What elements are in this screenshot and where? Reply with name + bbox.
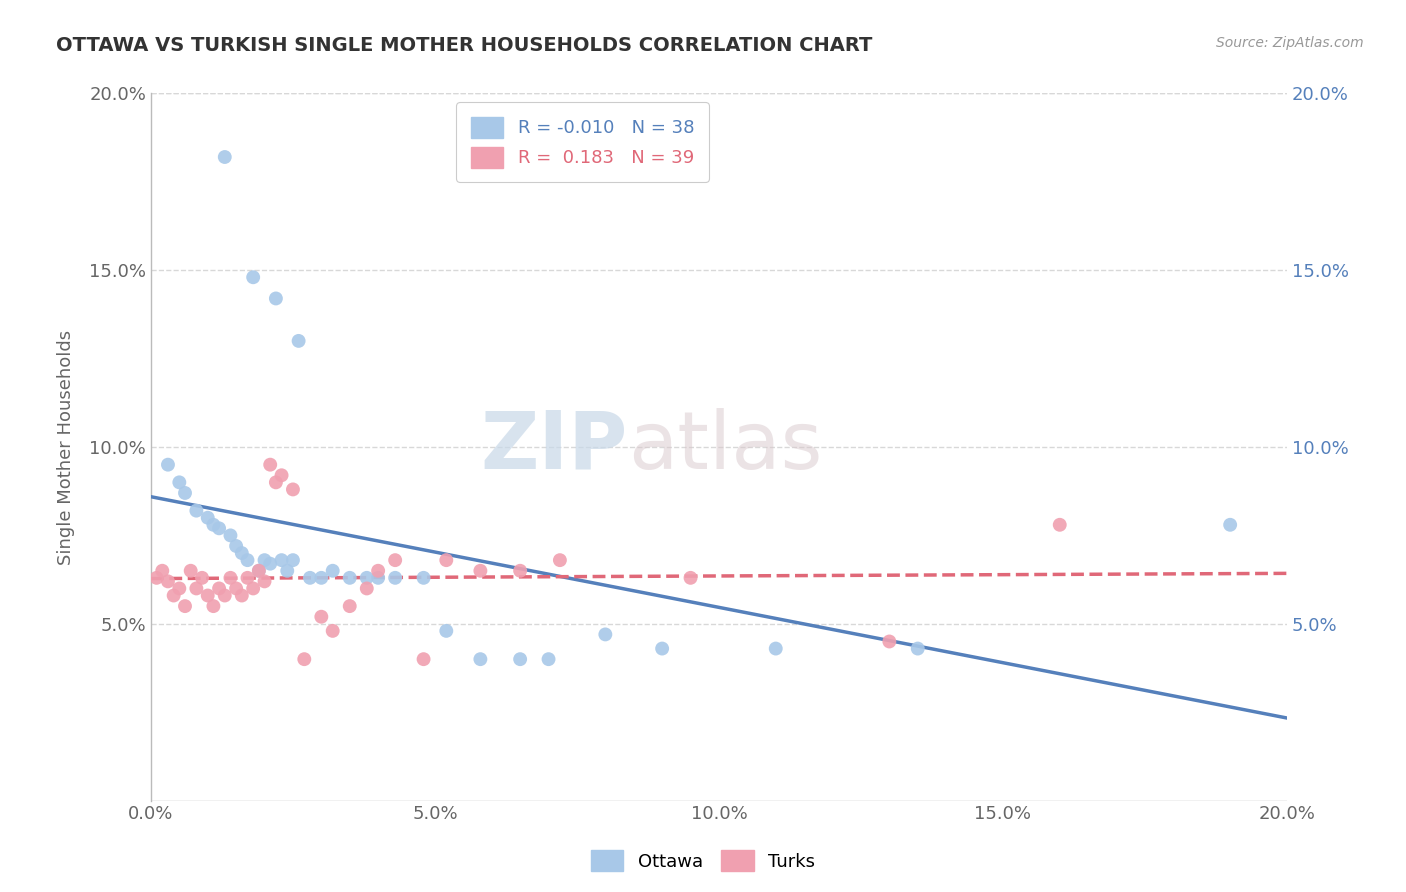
Point: [679, 571, 702, 585]
Point: [150, 564, 173, 578]
Point: [548, 553, 571, 567]
Point: [1219, 517, 1241, 532]
Point: [253, 553, 276, 567]
Point: [1049, 517, 1071, 532]
Point: [163, 589, 186, 603]
Point: [186, 503, 208, 517]
Point: [879, 634, 901, 648]
Point: [339, 571, 361, 585]
Point: [356, 582, 378, 596]
Point: [231, 546, 253, 560]
Point: [651, 641, 673, 656]
Text: OTTAWA VS TURKISH SINGLE MOTHER HOUSEHOLDS CORRELATION CHART: OTTAWA VS TURKISH SINGLE MOTHER HOUSEHOL…: [56, 36, 873, 54]
Point: [287, 334, 309, 348]
Point: [225, 582, 247, 596]
Point: [186, 582, 208, 596]
Point: [595, 627, 617, 641]
Point: [174, 486, 197, 500]
Legend: Ottawa, Turks: Ottawa, Turks: [583, 843, 823, 879]
Legend: R = -0.010   N = 38, R =  0.183   N = 39: R = -0.010 N = 38, R = 0.183 N = 39: [457, 103, 709, 182]
Point: [276, 564, 298, 578]
Point: [311, 571, 333, 585]
Text: Source: ZipAtlas.com: Source: ZipAtlas.com: [1216, 36, 1364, 50]
Point: [264, 292, 287, 306]
Point: [214, 589, 236, 603]
Point: [225, 539, 247, 553]
Point: [208, 521, 231, 535]
Point: [470, 652, 492, 666]
Point: [247, 564, 270, 578]
Point: [412, 571, 434, 585]
Point: [311, 609, 333, 624]
Text: ZIP: ZIP: [481, 408, 628, 486]
Point: [281, 553, 304, 567]
Point: [156, 458, 179, 472]
Point: [197, 589, 219, 603]
Point: [231, 589, 253, 603]
Point: [470, 564, 492, 578]
Point: [242, 270, 264, 285]
Point: [242, 582, 264, 596]
Point: [281, 483, 304, 497]
Point: [145, 571, 167, 585]
Point: [236, 553, 259, 567]
Point: [219, 528, 242, 542]
Point: [202, 517, 225, 532]
Point: [292, 652, 315, 666]
Point: [356, 571, 378, 585]
Point: [202, 599, 225, 614]
Point: [367, 564, 389, 578]
Point: [509, 564, 531, 578]
Point: [322, 564, 344, 578]
Point: [191, 571, 214, 585]
Point: [367, 571, 389, 585]
Point: [270, 553, 292, 567]
Point: [156, 574, 179, 589]
Point: [537, 652, 560, 666]
Text: atlas: atlas: [628, 408, 823, 486]
Point: [259, 458, 281, 472]
Point: [197, 510, 219, 524]
Point: [434, 553, 457, 567]
Point: [298, 571, 321, 585]
Point: [219, 571, 242, 585]
Point: [765, 641, 787, 656]
Point: [174, 599, 197, 614]
Point: [253, 574, 276, 589]
Point: [259, 557, 281, 571]
Point: [907, 641, 929, 656]
Point: [384, 553, 406, 567]
Point: [180, 564, 202, 578]
Point: [412, 652, 434, 666]
Point: [384, 571, 406, 585]
Y-axis label: Single Mother Households: Single Mother Households: [58, 329, 75, 565]
Point: [236, 571, 259, 585]
Point: [264, 475, 287, 490]
Point: [509, 652, 531, 666]
Point: [434, 624, 457, 638]
Point: [270, 468, 292, 483]
Point: [208, 582, 231, 596]
Point: [247, 564, 270, 578]
Point: [169, 475, 191, 490]
Point: [339, 599, 361, 614]
Point: [322, 624, 344, 638]
Point: [214, 150, 236, 164]
Point: [169, 582, 191, 596]
